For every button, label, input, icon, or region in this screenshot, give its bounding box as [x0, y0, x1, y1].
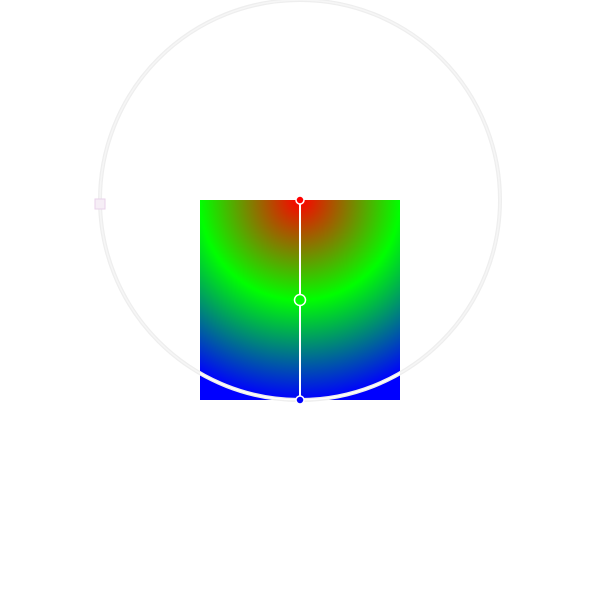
color-stop-handle-start[interactable] — [295, 195, 305, 205]
focus-handle[interactable] — [94, 198, 106, 210]
color-stop-handle-end[interactable] — [295, 395, 305, 405]
color-stop-handle-mid[interactable] — [293, 293, 307, 307]
